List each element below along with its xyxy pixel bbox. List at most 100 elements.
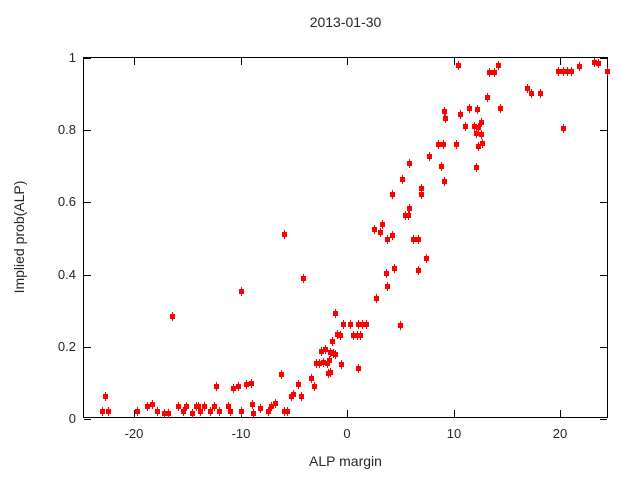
data-point-marker (496, 61, 501, 70)
data-point-marker (190, 409, 195, 418)
data-point-marker (467, 104, 472, 113)
data-point-marker (269, 402, 274, 411)
data-point-marker (155, 407, 160, 416)
y-tick-label: 1 (68, 50, 76, 65)
data-point-marker (212, 402, 217, 411)
y-tick-mark-mirror (600, 347, 607, 348)
data-point-marker (525, 84, 530, 93)
y-tick-mark (84, 347, 91, 348)
data-point-marker (249, 379, 254, 388)
y-tick-label: 0.6 (57, 194, 76, 209)
data-point-marker (565, 67, 570, 76)
data-point-marker (479, 118, 484, 127)
data-point-marker (407, 204, 412, 213)
data-point-marker (282, 230, 287, 239)
data-point-marker (181, 407, 186, 416)
x-axis-label: ALP margin (309, 453, 382, 469)
y-tick-mark-mirror (600, 58, 607, 59)
data-point-marker (312, 382, 317, 391)
data-point-marker (325, 359, 330, 368)
y-tick-label: 0.4 (57, 267, 76, 282)
data-point-marker (335, 330, 340, 339)
data-point-marker (485, 93, 490, 102)
data-point-marker (480, 139, 485, 148)
data-point-marker (282, 407, 287, 416)
x-tick-label: 0 (343, 426, 351, 441)
y-tick-mark-mirror (600, 202, 607, 203)
data-point-marker (299, 392, 304, 401)
data-point-marker (285, 407, 290, 416)
data-point-marker (476, 142, 481, 151)
data-point-marker (419, 190, 424, 199)
data-point-marker (380, 220, 385, 229)
data-point-marker (454, 140, 459, 149)
plot-area: -20 -10 0 10 20 0 0.2 0.4 0.6 0.8 1 (58, 50, 610, 441)
data-point-marker (472, 122, 477, 131)
data-point-marker (266, 407, 271, 416)
data-point-marker (296, 380, 301, 389)
y-tick-mark (84, 58, 91, 59)
data-point-marker (372, 225, 377, 234)
data-point-marker (476, 123, 481, 132)
data-point-marker (443, 114, 448, 123)
data-point-marker (398, 321, 403, 330)
data-point-marker (231, 384, 236, 393)
data-point-marker (251, 409, 256, 418)
data-point-marker (474, 129, 479, 138)
data-point-marker (184, 402, 189, 411)
x-tick-mark (347, 410, 348, 417)
data-point-marker (279, 370, 284, 379)
y-tick-mark (84, 419, 91, 420)
data-point-marker (358, 331, 363, 340)
y-tick-mark-mirror (600, 419, 607, 420)
data-point-marker (427, 152, 432, 161)
data-point-marker (214, 382, 219, 391)
x-tick-mark-mirror (560, 58, 561, 65)
data-point-marker (385, 235, 390, 244)
data-point-marker (479, 130, 484, 139)
data-point-marker (498, 104, 503, 113)
y-tick-label: 0.8 (57, 122, 76, 137)
data-point-marker (384, 269, 389, 278)
x-tick-label: 10 (446, 426, 462, 441)
x-tick-mark-mirror (347, 58, 348, 65)
data-point-marker (424, 254, 429, 263)
data-point-marker (202, 402, 207, 411)
data-point-marker (416, 235, 421, 244)
data-point-marker (492, 68, 497, 77)
data-point-marker (103, 392, 108, 401)
data-point-marker (239, 287, 244, 296)
data-point-marker (474, 163, 479, 172)
data-point-marker (458, 110, 463, 119)
data-point-marker (360, 320, 365, 329)
data-point-marker (556, 67, 561, 76)
data-point-marker (529, 89, 534, 98)
data-point-marker (244, 380, 249, 389)
data-point-marker (333, 350, 338, 359)
data-point-marker (208, 407, 213, 416)
data-point-marker (217, 407, 222, 416)
data-point-marker (106, 407, 111, 416)
data-point-marker (319, 347, 324, 356)
data-point-marker (475, 105, 480, 114)
data-point-marker (356, 320, 361, 329)
y-tick-mark (84, 202, 91, 203)
x-tick-label: 20 (552, 426, 568, 441)
data-point-marker (561, 67, 566, 76)
data-point-marker (374, 294, 379, 303)
data-point-marker (392, 264, 397, 273)
x-tick-mark (134, 410, 135, 417)
data-point-marker (330, 337, 335, 346)
x-tick-mark-mirror (241, 58, 242, 65)
y-tick-label: 0 (68, 411, 76, 426)
data-point-marker (403, 211, 408, 220)
data-point-marker (487, 68, 492, 77)
y-tick-mark-mirror (600, 275, 607, 276)
y-tick-label: 0.2 (57, 339, 76, 354)
data-point-marker (596, 59, 601, 68)
data-point-marker (309, 374, 314, 383)
data-point-marker (385, 282, 390, 291)
data-point-marker (355, 331, 360, 340)
data-point-marker (538, 89, 543, 98)
